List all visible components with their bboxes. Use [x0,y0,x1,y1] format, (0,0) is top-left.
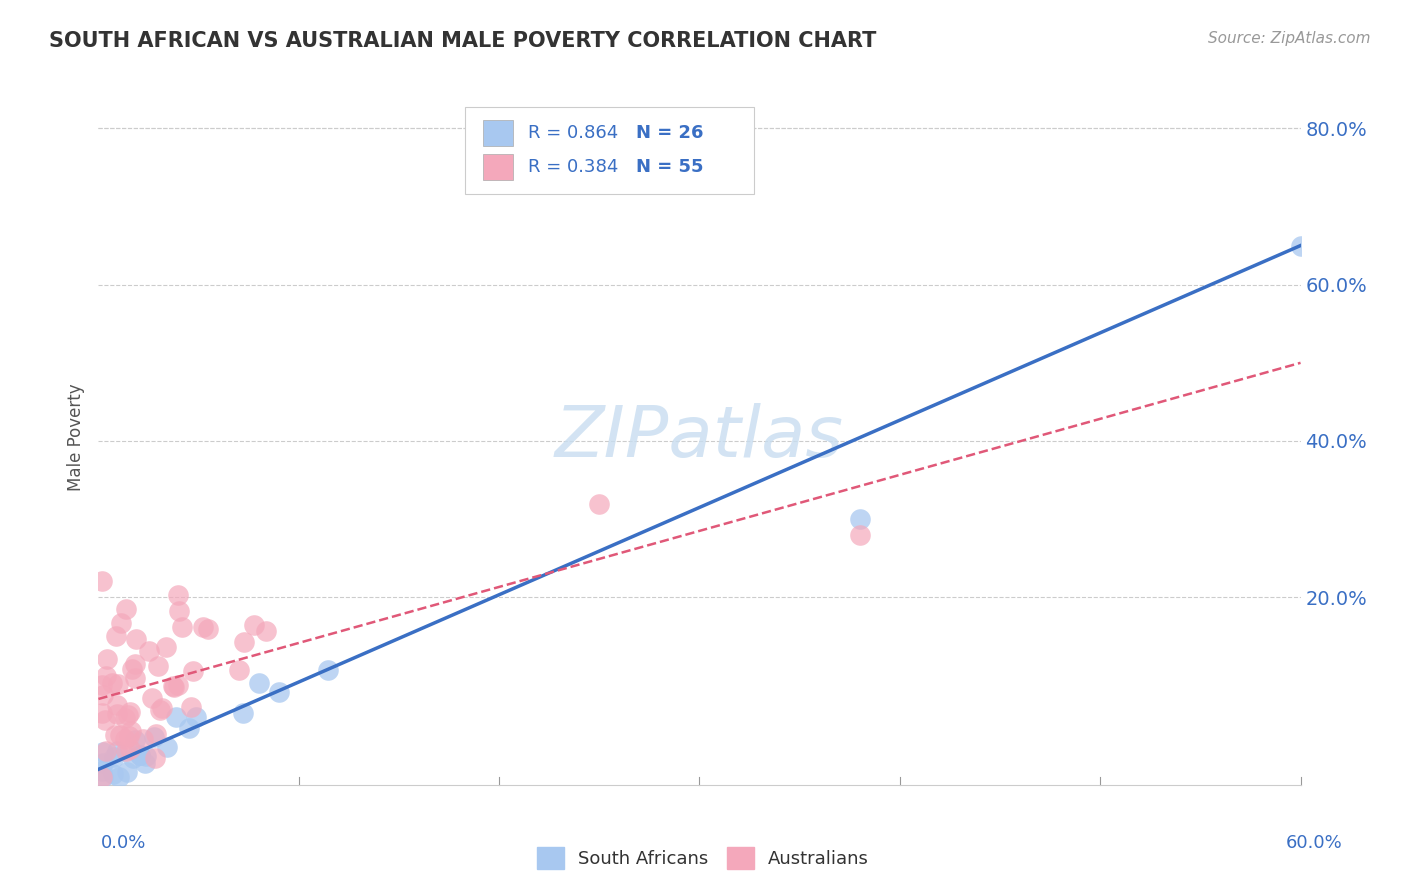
Point [162,679,184,693]
Point [267,685,290,699]
Text: 0.0%: 0.0% [101,834,146,852]
Text: SOUTH AFRICAN VS AUSTRALIAN MALE POVERTY CORRELATION CHART: SOUTH AFRICAN VS AUSTRALIAN MALE POVERTY… [49,31,876,51]
Text: N = 26: N = 26 [636,124,703,142]
Point [135,748,157,763]
Point [101,676,124,690]
Point [105,706,128,721]
Point [91,770,114,784]
Point [105,698,128,713]
Point [146,659,169,673]
Point [179,721,201,735]
Point [91,706,114,720]
Point [91,756,114,770]
Point [142,731,165,745]
Point [232,706,254,720]
Point [132,731,155,746]
Point [232,635,254,649]
Point [134,756,156,770]
Text: ZIPatlas: ZIPatlas [555,402,844,472]
Point [129,748,152,763]
FancyBboxPatch shape [465,106,754,194]
Point [108,728,131,742]
Point [124,632,146,646]
Point [163,680,186,694]
Point [114,732,136,747]
Point [181,664,204,678]
Point [191,620,214,634]
Point [156,739,179,754]
Point [96,652,118,666]
Point [247,675,270,690]
Point [145,726,167,740]
Point [172,620,194,634]
Point [155,640,177,655]
Point [149,704,172,718]
Point [150,700,173,714]
Point [115,602,138,616]
Point [167,678,190,692]
Point [124,657,146,672]
Point [122,751,145,765]
Point [1289,238,1312,252]
Point [91,574,114,589]
Point [186,709,208,723]
Point [124,732,146,747]
Point [849,528,872,542]
Point [124,671,146,685]
Point [108,770,131,784]
Point [316,663,339,677]
Point [588,496,610,510]
Point [91,688,114,702]
Point [117,708,139,723]
Point [165,709,187,723]
Point [96,744,118,758]
Point [180,699,202,714]
Point [254,624,277,639]
Point [167,604,190,618]
Point [91,745,114,759]
Point [105,629,128,643]
Point [94,713,117,727]
Y-axis label: Male Poverty: Male Poverty [67,384,86,491]
Point [120,706,142,720]
Point [121,662,143,676]
Point [228,663,250,677]
Point [197,622,219,636]
Text: 60.0%: 60.0% [1286,834,1343,852]
Point [141,690,163,705]
Point [118,742,141,756]
Point [104,728,127,742]
Point [105,744,128,758]
Point [117,765,139,780]
FancyBboxPatch shape [484,120,513,146]
Point [107,677,129,691]
FancyBboxPatch shape [484,154,513,180]
Point [143,750,166,764]
Point [849,512,872,526]
Point [110,615,132,630]
Point [94,669,117,683]
Point [91,678,114,692]
Point [114,711,136,725]
Point [129,747,152,762]
Point [101,767,124,781]
Text: R = 0.864: R = 0.864 [527,124,617,142]
Point [167,588,190,602]
Text: N = 55: N = 55 [636,158,703,176]
Point [120,724,142,739]
Text: Source: ZipAtlas.com: Source: ZipAtlas.com [1208,31,1371,46]
Text: R = 0.384: R = 0.384 [527,158,619,176]
Point [115,744,138,758]
Point [243,618,266,632]
Point [103,750,125,764]
Point [138,643,160,657]
Legend: South Africans, Australians: South Africans, Australians [530,839,876,876]
Point [91,770,114,784]
Point [118,729,141,743]
Point [91,764,114,778]
